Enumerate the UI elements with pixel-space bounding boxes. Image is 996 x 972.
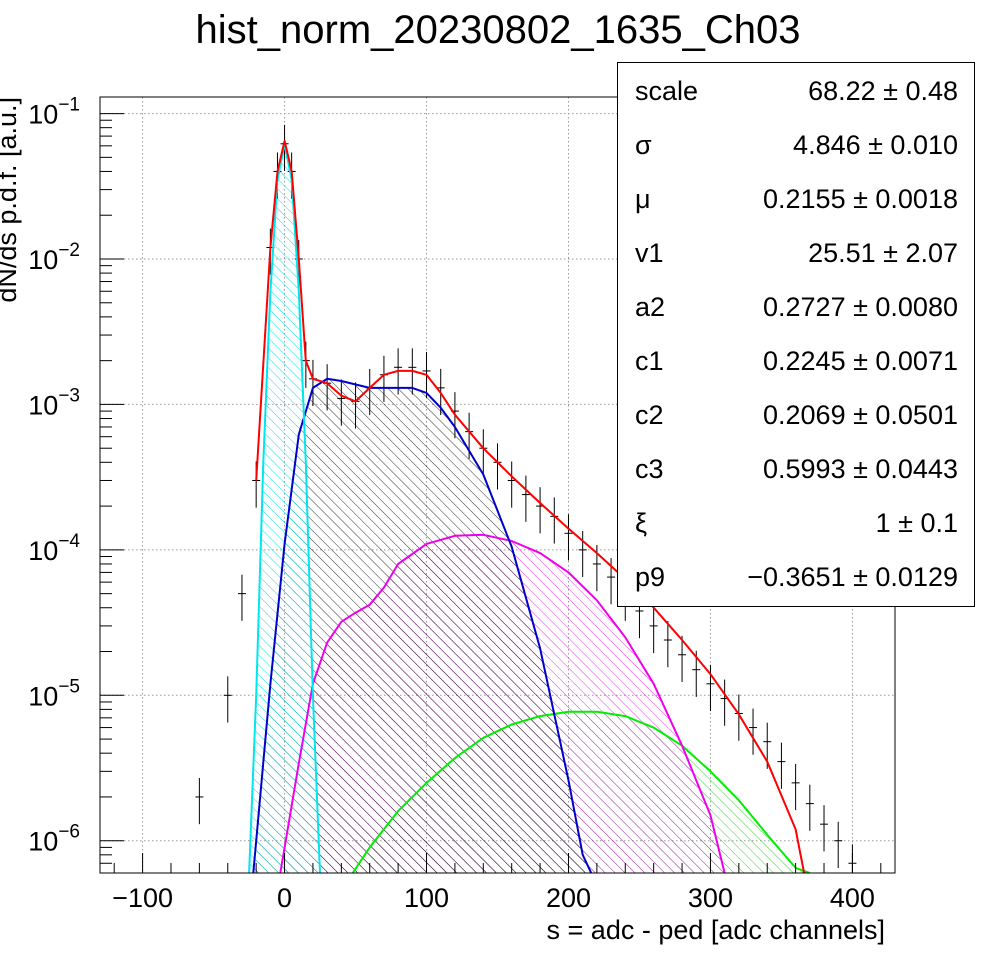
data-point: [550, 497, 559, 544]
stats-param-name: c3: [635, 454, 664, 484]
stats-row: c2 0.2069 ± 0.0501: [618, 387, 974, 441]
stats-param-name: μ: [635, 184, 651, 214]
y-axis-label: dN/ds p.d.f. [a.u.]: [0, 97, 22, 303]
data-point: [678, 635, 687, 682]
stats-row: p9 −0.3651 ± 0.0129: [618, 549, 974, 603]
stats-param-name: σ: [635, 130, 652, 160]
stats-row: c3 0.5993 ± 0.0443: [618, 441, 974, 495]
x-tick-label: 0: [277, 883, 292, 913]
component-fill-1-p-e-: [253, 378, 592, 873]
x-tick-label: 300: [688, 883, 733, 913]
y-tick-label: 10−4: [28, 531, 80, 566]
data-point: [507, 461, 516, 508]
x-tick-label: 100: [404, 883, 449, 913]
stats-row: σ 4.846 ± 0.010: [618, 117, 974, 171]
data-point: [237, 574, 246, 621]
fit-curve-1-p-e-: [252, 377, 593, 873]
x-tick-label: −100: [112, 883, 173, 913]
stats-box: scale 68.22 ± 0.48 σ 4.846 ± 0.010 μ 0.2155 ±…: [617, 62, 975, 607]
stats-param-name: a2: [635, 292, 666, 322]
fit-curve-2-p-e-: [279, 533, 726, 873]
data-point: [564, 514, 573, 561]
data-point: [578, 530, 587, 578]
data-point: [706, 664, 715, 711]
stats-param-name: p9: [635, 562, 666, 592]
stats-param-value: 4.846 ± 0.010: [793, 130, 958, 160]
data-point: [663, 621, 672, 668]
x-tick-label: 200: [546, 883, 591, 913]
fit-curve-total-fit: [255, 139, 806, 873]
stats-param-name: scale: [635, 76, 699, 106]
stats-row: v1 25.51 ± 2.07: [618, 225, 974, 279]
stats-row: scale 68.22 ± 0.48: [618, 63, 974, 117]
stats-row: μ 0.2155 ± 0.0018: [618, 171, 974, 225]
y-tick-label: 10−1: [28, 95, 80, 130]
stats-param-value: 0.5993 ± 0.0443: [763, 454, 958, 484]
data-point: [805, 784, 814, 831]
y-tick-label: 10−5: [28, 676, 80, 711]
stats-param-name: ξ: [635, 508, 648, 538]
y-tick-label: 10−3: [28, 385, 80, 420]
data-point: [834, 821, 843, 868]
fit-curve-3-p-e-: [351, 710, 811, 873]
stats-row: ξ 1 ± 0.1: [618, 495, 974, 549]
stats-param-value: 1 ± 0.1: [875, 508, 958, 538]
stats-param-value: −0.3651 ± 0.0129: [747, 562, 958, 592]
data-point: [749, 708, 758, 755]
stats-param-name: v1: [635, 238, 664, 268]
x-tick-label: 400: [830, 883, 875, 913]
data-point: [195, 778, 204, 825]
data-point: [223, 676, 232, 723]
data-point: [777, 742, 786, 789]
data-point: [791, 763, 800, 811]
stats-param-name: c1: [635, 346, 664, 376]
data-point: [521, 475, 530, 522]
stats-param-value: 0.2069 ± 0.0501: [763, 400, 958, 430]
stats-param-name: c2: [635, 400, 664, 430]
y-tick-label: 10−2: [28, 240, 80, 275]
stats-param-value: 68.22 ± 0.48: [808, 76, 958, 106]
component-fill-pedestal: [249, 143, 320, 873]
data-point: [720, 679, 729, 726]
stats-param-value: 25.51 ± 2.07: [808, 238, 958, 268]
x-axis-label: s = adc - ped [adc channels]: [547, 915, 885, 945]
stats-row: c1 0.2245 ± 0.0071: [618, 333, 974, 387]
stats-param-value: 0.2727 ± 0.0080: [763, 292, 958, 322]
data-point: [649, 606, 658, 654]
y-tick-label: 10−6: [28, 822, 80, 857]
stats-row: a2 0.2727 ± 0.0080: [618, 279, 974, 333]
stats-param-value: 0.2245 ± 0.0071: [763, 346, 958, 376]
data-point: [337, 379, 346, 426]
stats-param-value: 0.2155 ± 0.0018: [763, 184, 958, 214]
data-point: [820, 805, 829, 852]
data-point: [536, 487, 545, 534]
chart-title: hist_norm_20230802_1635_Ch03: [195, 8, 801, 52]
